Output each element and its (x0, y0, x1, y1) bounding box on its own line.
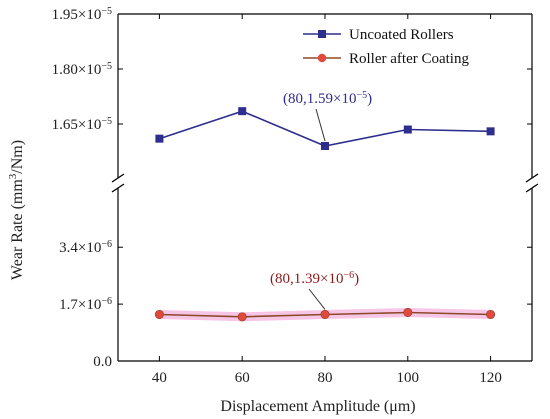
series-layer (154, 107, 496, 322)
annotation-prefix: (80,1.39×10 (270, 271, 343, 287)
tick-mantissa: 3.4×10 (59, 240, 101, 256)
y-axis-label-main: Wear Rate (mm (9, 179, 26, 280)
series-0 (155, 107, 495, 150)
series-1 (154, 307, 496, 322)
tick-mantissa: 1.80×10 (52, 62, 102, 78)
x-tick-label-2: 80 (318, 370, 333, 386)
series-0-point-4 (486, 127, 495, 136)
lower-y-tick-label-0: 0.0 (93, 354, 112, 370)
series-0-point-3 (403, 125, 412, 134)
y-axis-label-sup: 3 (7, 173, 19, 179)
lower-y-tick-label-2: 3.4×10−6 (59, 239, 112, 257)
series-1-point-1 (237, 312, 247, 322)
series-1-point-3 (403, 307, 413, 317)
lower-y-tick-label-1: 1.7×10−6 (59, 296, 112, 314)
y-axis-label-tail: /Nm) (9, 140, 26, 174)
annotation-exp: −5 (356, 90, 367, 101)
axis-break-mark-right-1 (525, 173, 539, 183)
tick-exponent: −6 (101, 296, 112, 307)
x-tick-label-0: 40 (152, 370, 167, 386)
tick-mantissa: 1.95×10 (52, 7, 102, 23)
annotation-prefix: (80,1.59×10 (283, 91, 356, 107)
annotation-suffix: ) (354, 271, 359, 287)
x-tick-label-3: 100 (397, 370, 420, 386)
upper-y-tick-label-1: 1.80×10−5 (52, 61, 112, 79)
legend-label-1: Roller after Coating (349, 51, 469, 67)
legend: Uncoated Rollers Roller after Coating (303, 27, 469, 67)
annotation-suffix: ) (367, 91, 372, 107)
tick-exponent: −5 (101, 116, 112, 127)
tick-exponent: −5 (101, 6, 112, 17)
annotation-leader-1 (308, 288, 326, 310)
axis-break-mark-left-2 (111, 183, 125, 193)
axis-break-mark-right-2 (525, 183, 539, 193)
tick-mantissa: 1.65×10 (52, 117, 102, 133)
annotation-0: (80,1.59×10−5) (283, 90, 372, 108)
annotations: (80,1.59×10−5)(80,1.39×10−6) (270, 90, 372, 310)
series-0-point-0 (155, 134, 164, 143)
legend-label-0: Uncoated Rollers (349, 27, 454, 43)
series-0-point-2 (321, 142, 329, 150)
series-0-point-1 (238, 107, 247, 116)
annotation-leader-0 (315, 108, 326, 142)
x-tick-label-1: 60 (235, 370, 250, 386)
series-1-point-4 (486, 309, 496, 319)
axis-break-mark-left-1 (111, 173, 125, 183)
series-1-point-2 (320, 309, 330, 319)
axis-ticks: 1.65×10−51.80×10−51.95×10−50.01.7×10−63.… (52, 6, 532, 386)
annotation-exp: −6 (343, 270, 354, 281)
legend-marker-0 (318, 30, 326, 38)
x-tick-label-4: 120 (479, 370, 502, 386)
tick-exponent: −6 (101, 239, 112, 250)
x-axis-label: Displacement Amplitude (μm) (220, 398, 415, 415)
tick-exponent: −5 (101, 61, 112, 72)
tick-mantissa: 0.0 (93, 354, 112, 370)
legend-marker-1 (317, 53, 327, 63)
tick-mantissa: 1.7×10 (59, 297, 101, 313)
upper-y-tick-label-0: 1.65×10−5 (52, 116, 112, 134)
annotation-1: (80,1.39×10−6) (270, 270, 359, 288)
y-axis-label: Wear Rate (mm3/Nm) (7, 140, 26, 280)
upper-y-tick-label-2: 1.95×10−5 (52, 6, 112, 24)
series-1-point-0 (154, 309, 164, 319)
